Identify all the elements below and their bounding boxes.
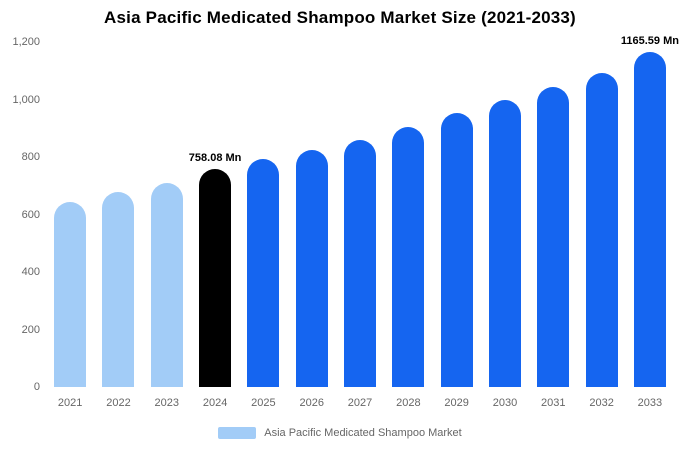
bar-2021[interactable] — [54, 201, 87, 387]
bar-2022[interactable] — [102, 192, 135, 387]
bar-column-2032 — [577, 42, 625, 387]
x-axis-label-2021: 2021 — [57, 397, 83, 409]
bar-2024[interactable] — [199, 169, 232, 387]
x-axis-label-2030: 2030 — [492, 397, 518, 409]
y-axis-label: 1,200 — [12, 36, 40, 48]
bar-column-2024: 758.08 Mn — [188, 42, 242, 387]
x-axis-label-2031: 2031 — [541, 397, 566, 409]
y-axis-label: 200 — [21, 323, 40, 336]
x-axis-label-2033: 2033 — [637, 397, 663, 409]
bar-2025[interactable] — [247, 159, 280, 387]
bar-2026[interactable] — [295, 150, 328, 387]
bar-column-2026 — [288, 42, 336, 387]
x-axis-label-2026: 2026 — [299, 397, 324, 409]
bar-2029[interactable] — [440, 113, 473, 387]
x-axis-label-2024: 2024 — [202, 397, 228, 409]
bar-2031[interactable] — [537, 86, 570, 387]
bar-2023[interactable] — [150, 182, 183, 387]
legend-item[interactable]: Asia Pacific Medicated Shampoo Market — [0, 427, 680, 439]
data-label-2033: 1165.59 Mn — [620, 34, 679, 47]
x-axis: 2021 2022 2023 2024 2025 2026 2027 2028 2029 2030… — [46, 397, 674, 409]
bar-column-2021 — [46, 42, 94, 387]
bar-2033[interactable] — [633, 51, 666, 387]
chart-title: Asia Pacific Medicated Shampoo Market Si… — [104, 8, 576, 27]
x-axis-label-2028: 2028 — [396, 397, 421, 409]
plot-area: 758.08 Mn 1165.59 Mn — [46, 35, 679, 387]
x-axis-label-2022: 2022 — [106, 397, 131, 409]
x-axis-label-2032: 2032 — [589, 397, 614, 409]
bar-column-2022 — [94, 42, 142, 387]
bar-2030[interactable] — [488, 99, 521, 387]
bar-column-2031 — [529, 42, 577, 387]
bar-2032[interactable] — [585, 73, 618, 387]
y-axis-label: 400 — [21, 266, 40, 278]
x-axis-label-2029: 2029 — [444, 397, 469, 409]
y-axis-label: 1,000 — [12, 93, 40, 106]
bar-column-2023 — [143, 42, 191, 387]
bar-2027[interactable] — [344, 139, 377, 387]
data-label-2024: 758.08 Mn — [188, 152, 242, 165]
legend-label: Asia Pacific Medicated Shampoo Market — [264, 427, 462, 439]
bar-column-2028 — [384, 42, 432, 387]
bar-2028[interactable] — [392, 126, 425, 387]
bar-column-2029 — [433, 42, 481, 387]
bar-column-2025 — [239, 42, 287, 387]
bar-column-2027 — [336, 42, 384, 387]
y-axis-label: 0 — [33, 381, 40, 393]
y-axis-label: 800 — [21, 151, 40, 163]
bar-column-2033: 1165.59 Mn — [621, 35, 679, 387]
x-axis-label-2027: 2027 — [347, 397, 373, 409]
x-axis-label-2023: 2023 — [154, 397, 180, 409]
x-axis-label-2025: 2025 — [251, 397, 276, 409]
y-axis-label: 600 — [21, 208, 40, 221]
legend-swatch — [218, 427, 257, 439]
bar-column-2030 — [481, 42, 529, 387]
